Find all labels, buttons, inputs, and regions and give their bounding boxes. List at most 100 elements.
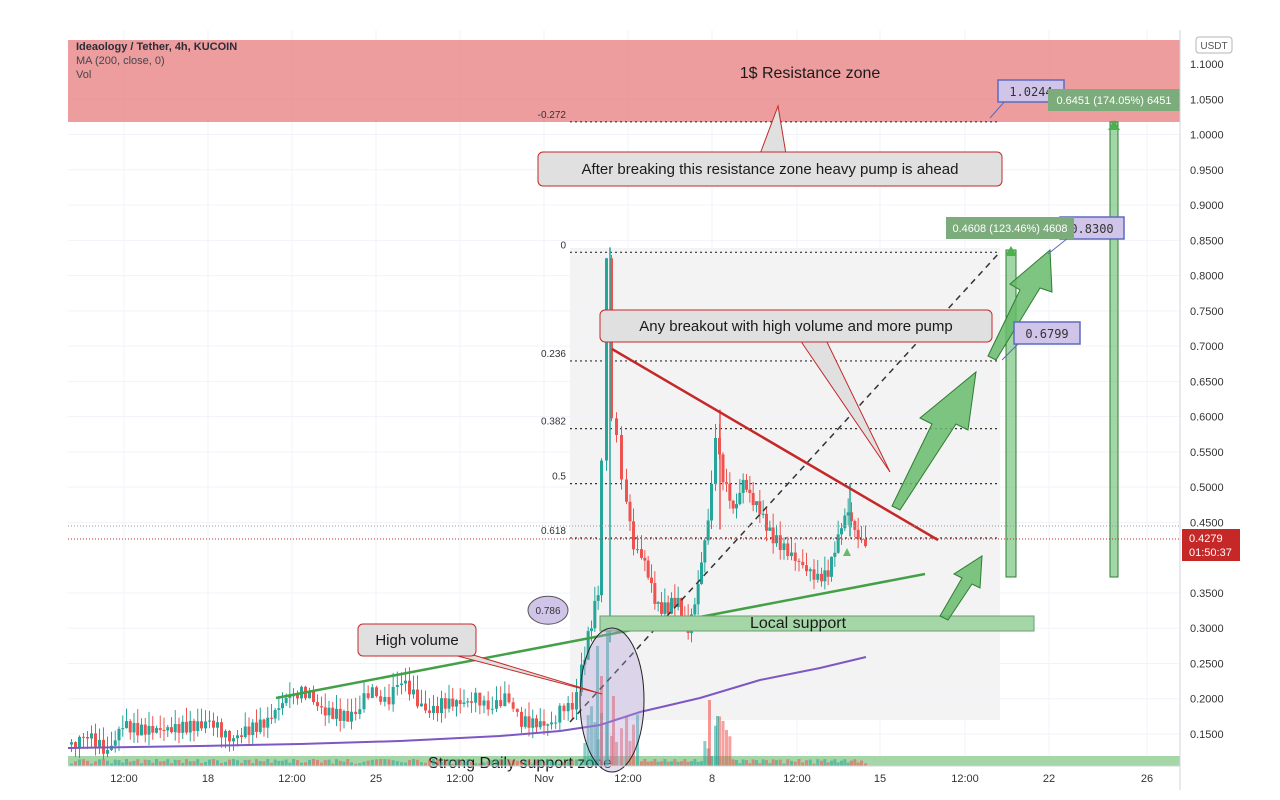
breaking-note-text: After breaking this resistance zone heav… bbox=[582, 161, 959, 178]
volume-bar bbox=[765, 760, 768, 766]
volume-bar bbox=[836, 762, 840, 766]
candle-body bbox=[605, 258, 608, 461]
candle-body bbox=[693, 604, 697, 615]
candle-body bbox=[458, 700, 462, 704]
volume-bar bbox=[843, 759, 847, 766]
candle-body bbox=[741, 479, 745, 493]
volume-bar bbox=[840, 760, 843, 766]
price-tick-label: 0.1500 bbox=[1190, 729, 1224, 741]
volume-bar bbox=[320, 762, 323, 766]
candle-body bbox=[140, 724, 143, 736]
candle-body bbox=[538, 721, 542, 728]
target-2-text: 0.8300 bbox=[1070, 222, 1113, 236]
volume-bar bbox=[420, 762, 423, 766]
local-support-label: Local support bbox=[750, 615, 847, 632]
volume-bar bbox=[771, 759, 775, 766]
candle-body bbox=[188, 720, 192, 733]
volume-bar bbox=[782, 763, 786, 766]
price-tick-label: 0.3000 bbox=[1190, 623, 1224, 635]
high-volume-ellipse bbox=[579, 627, 645, 773]
candle-body bbox=[670, 597, 673, 614]
candle-body bbox=[823, 570, 827, 582]
time-tick-label: 8 bbox=[709, 773, 715, 785]
volume-bar bbox=[515, 760, 519, 766]
volume-bar bbox=[383, 759, 387, 766]
candle-body bbox=[443, 698, 447, 709]
volume-bar bbox=[296, 760, 299, 766]
volume-bar bbox=[793, 761, 797, 766]
volume-bar bbox=[162, 761, 166, 766]
volume-bar bbox=[308, 759, 311, 766]
price-tick-label: 0.5000 bbox=[1190, 482, 1224, 494]
candle-body bbox=[327, 707, 331, 716]
candle-body bbox=[527, 716, 531, 728]
volume-bar bbox=[458, 760, 462, 766]
candle-body bbox=[816, 573, 820, 580]
volume-bar bbox=[643, 759, 647, 766]
candle-body bbox=[499, 700, 503, 707]
volume-bar bbox=[323, 760, 327, 766]
volume-bar bbox=[366, 760, 370, 766]
price-tick-label: 0.3500 bbox=[1190, 588, 1224, 600]
volume-bar bbox=[554, 762, 558, 766]
price-tick-label: 0.8500 bbox=[1190, 235, 1224, 247]
volume-bar bbox=[408, 760, 411, 766]
candle-body bbox=[531, 718, 535, 728]
candle-body bbox=[136, 722, 140, 736]
volume-bar bbox=[570, 760, 574, 766]
volume-bar bbox=[673, 759, 677, 766]
volume-bar bbox=[78, 759, 81, 766]
volume-bar bbox=[856, 762, 860, 766]
candle-body bbox=[143, 724, 147, 735]
volume-bar bbox=[358, 762, 362, 766]
last-price-badge[interactable] bbox=[1182, 529, 1240, 561]
volume-bar bbox=[342, 761, 346, 766]
candle-body bbox=[486, 700, 490, 710]
candle-body bbox=[370, 687, 374, 698]
candle-body bbox=[650, 577, 653, 584]
volume-bar bbox=[696, 761, 700, 766]
candle-body bbox=[728, 483, 732, 501]
candle-body bbox=[358, 709, 362, 715]
volume-bar bbox=[391, 760, 395, 766]
volume-bar bbox=[663, 759, 667, 766]
target-1-text: 1.0244 bbox=[1009, 85, 1052, 99]
candle-body bbox=[843, 515, 847, 529]
target-1-pointer bbox=[989, 99, 1007, 119]
candle-body bbox=[424, 703, 427, 711]
candle-body bbox=[196, 721, 200, 732]
volume-bar bbox=[273, 759, 277, 766]
candle-body bbox=[416, 689, 419, 707]
candle-body bbox=[335, 708, 338, 719]
volume-bar bbox=[292, 759, 295, 766]
volume-bar bbox=[400, 762, 403, 766]
candle-body bbox=[440, 698, 443, 713]
candle-body bbox=[436, 705, 439, 713]
candle-body bbox=[338, 708, 342, 721]
candle-body bbox=[562, 705, 566, 712]
volume-bar bbox=[725, 729, 728, 766]
fib-label: 0.786 bbox=[535, 606, 560, 617]
volume-bar bbox=[412, 759, 415, 766]
time-tick-label: 12:00 bbox=[446, 773, 474, 785]
candle-body bbox=[387, 696, 391, 705]
candle-body bbox=[507, 693, 511, 703]
volume-bar bbox=[155, 759, 158, 766]
candle-body bbox=[412, 689, 415, 695]
volume-bar bbox=[196, 759, 200, 766]
volume-bar bbox=[312, 759, 315, 766]
volume-bar bbox=[82, 759, 85, 766]
candle-body bbox=[833, 552, 837, 557]
candle-body bbox=[797, 560, 801, 562]
candle-body bbox=[173, 724, 177, 733]
volume-bar bbox=[387, 759, 391, 766]
volume-bar bbox=[350, 762, 353, 766]
candle-body bbox=[247, 726, 251, 736]
candle-body bbox=[323, 707, 327, 716]
chart-legend: Ideaology / Tether, 4h, KUCOIN MA (200, … bbox=[76, 40, 237, 82]
volume-bar bbox=[833, 759, 837, 766]
candle-body bbox=[113, 740, 117, 746]
candle-body bbox=[656, 602, 660, 604]
candle-body bbox=[170, 727, 173, 733]
